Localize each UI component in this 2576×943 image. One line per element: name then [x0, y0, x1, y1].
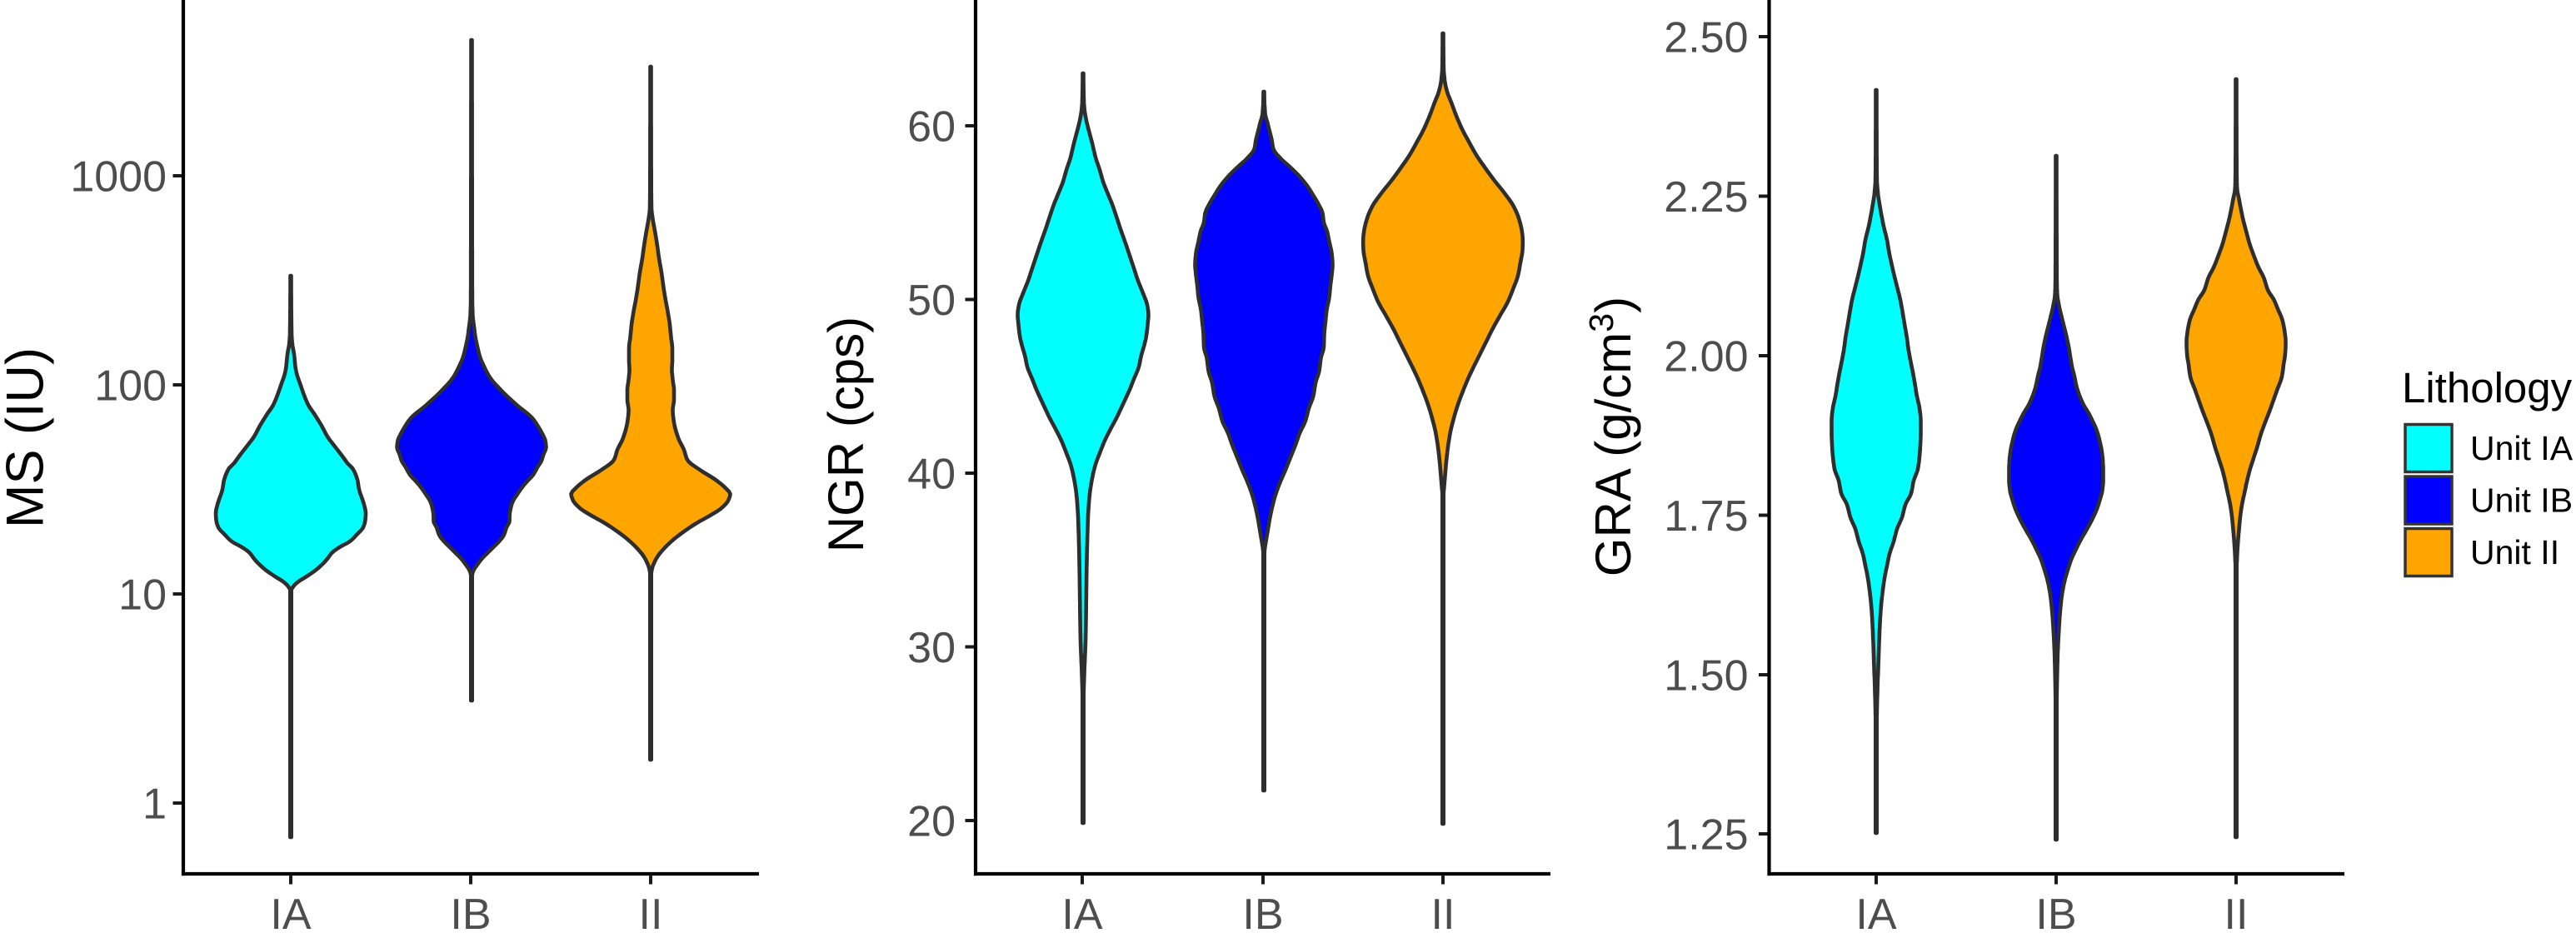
svg-text:IA: IA — [1061, 891, 1102, 939]
svg-text:100: 100 — [94, 362, 167, 411]
svg-text:20: 20 — [907, 798, 956, 846]
svg-text:IB: IB — [1242, 891, 1283, 939]
svg-text:2.50: 2.50 — [1664, 14, 1748, 62]
svg-text:NGR (cps): NGR (cps) — [818, 317, 874, 552]
svg-text:II: II — [1431, 891, 1455, 939]
svg-text:GRA (g/cm3): GRA (g/cm3) — [1582, 297, 1641, 576]
svg-text:MS (IU): MS (IU) — [0, 347, 55, 528]
svg-text:IB: IB — [2035, 891, 2076, 939]
svg-text:1.50: 1.50 — [1664, 652, 1748, 701]
svg-text:10: 10 — [118, 571, 167, 620]
svg-text:2.25: 2.25 — [1664, 173, 1748, 222]
svg-text:II: II — [639, 891, 663, 939]
svg-text:40: 40 — [907, 451, 956, 499]
svg-text:Unit IB: Unit IB — [2470, 481, 2573, 520]
svg-text:30: 30 — [907, 624, 956, 672]
svg-text:2.00: 2.00 — [1664, 333, 1748, 382]
svg-text:IA: IA — [1855, 891, 1896, 939]
svg-text:IB: IB — [450, 891, 491, 939]
svg-text:Unit II: Unit II — [2470, 533, 2559, 571]
svg-text:IA: IA — [270, 891, 311, 939]
svg-text:Unit IA: Unit IA — [2470, 429, 2574, 467]
svg-text:1.75: 1.75 — [1664, 492, 1748, 541]
svg-text:50: 50 — [907, 277, 956, 325]
svg-text:1000: 1000 — [70, 153, 167, 202]
svg-text:60: 60 — [907, 103, 956, 152]
svg-text:1.25: 1.25 — [1664, 811, 1748, 860]
svg-text:Lithology: Lithology — [2402, 364, 2573, 412]
svg-text:II: II — [2224, 891, 2249, 939]
svg-text:1: 1 — [142, 781, 167, 829]
